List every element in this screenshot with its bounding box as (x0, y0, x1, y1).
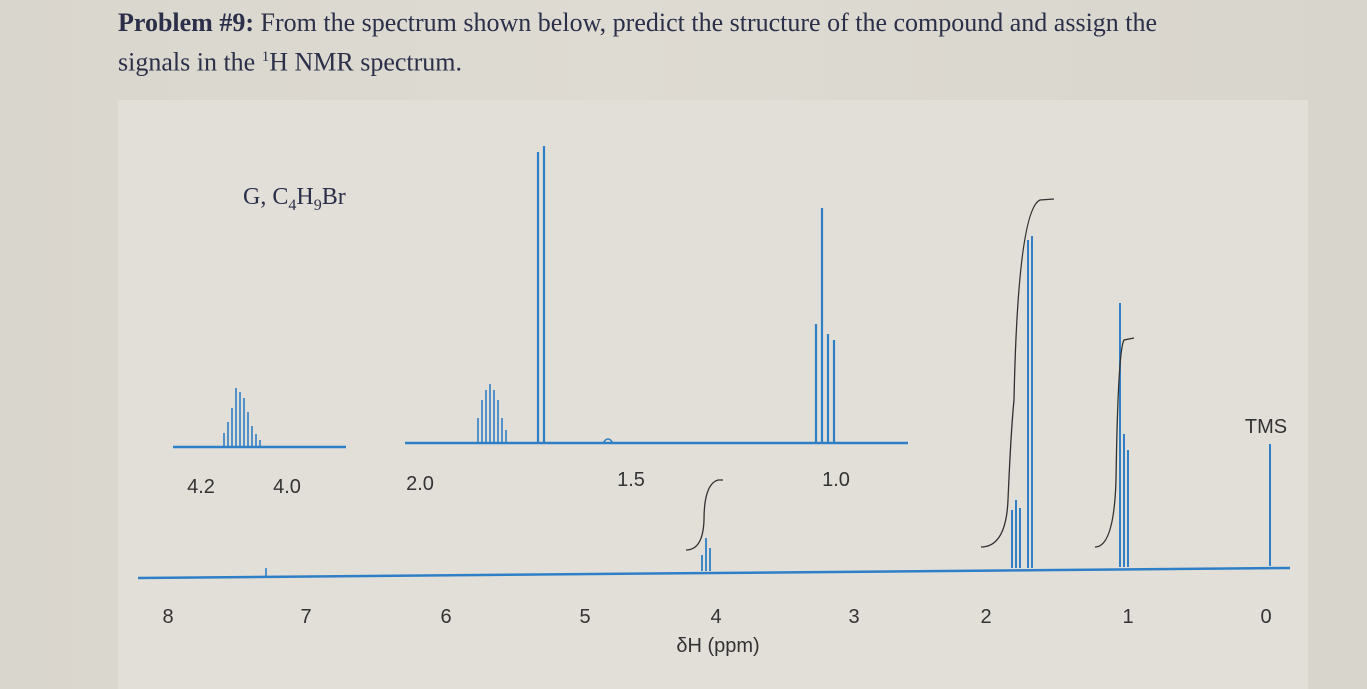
inset-1: 4.2 4.0 (173, 388, 346, 498)
inset-2-tick-label: 2.0 (406, 473, 434, 495)
x-tick-label: 8 (162, 606, 173, 628)
inset-2-doublet-b (814, 208, 836, 443)
peak-1.02 (1119, 303, 1129, 567)
x-tick-label: 4 (710, 606, 721, 628)
x-tick-label: 7 (300, 606, 311, 628)
inset-1-tick-label: 4.2 (187, 476, 215, 498)
x-axis-label: δH (ppm) (676, 635, 759, 657)
problem-text-2b: H NMR spectrum. (269, 47, 463, 77)
x-tick-label: 2 (980, 606, 991, 628)
x-tick-label: 3 (848, 606, 859, 628)
compound-label: G, C4H9Br (243, 184, 346, 214)
problem-line-1: Problem #9: From the spectrum shown belo… (118, 6, 1318, 40)
spectrum-panel: G, C4H9Br 4.2 4.0 (118, 100, 1308, 689)
inset-1-tick-label: 4.0 (273, 476, 301, 498)
inset-2-tick-label: 1.5 (617, 469, 645, 491)
problem-superscript: 1 (261, 49, 270, 65)
tms-label: TMS (1245, 416, 1287, 438)
integral-3.3 (685, 479, 723, 551)
problem-text: From the spectrum shown below, predict t… (260, 8, 1158, 37)
inset-1-multiplet (223, 388, 261, 447)
inset-2-small-bump (602, 438, 614, 444)
problem-text-2a: signals in the (118, 47, 262, 77)
integral-1.95 (980, 198, 1055, 548)
x-tick-label: 5 (579, 606, 590, 628)
x-tick-label: 1 (1122, 606, 1133, 628)
main-peaks (701, 236, 1271, 571)
inset-2: 2.0 1.5 1.0 (405, 146, 908, 495)
inset-2-tick-label: 1.0 (822, 469, 850, 491)
problem-line-2: signals in the 1H NMR spectrum. (118, 40, 1318, 80)
peak-1.95 (1011, 236, 1033, 568)
inset-2-doublet-a (536, 146, 546, 443)
inset-2-multiplet (477, 384, 507, 443)
x-tick-label: 6 (440, 606, 451, 628)
nmr-spectrum-chart: G, C4H9Br 4.2 4.0 (137, 146, 1291, 657)
x-axis-ticks: 8 7 6 5 4 3 2 1 0 (162, 606, 1271, 628)
problem-label: Problem #9: (118, 8, 254, 37)
integral-1.02 (1094, 337, 1135, 548)
x-tick-label: 0 (1260, 606, 1271, 628)
problem-statement: Problem #9: From the spectrum shown belo… (118, 6, 1318, 80)
main-baseline (137, 566, 1291, 580)
peak-3.3 (701, 538, 711, 571)
integral-curves (685, 198, 1135, 551)
